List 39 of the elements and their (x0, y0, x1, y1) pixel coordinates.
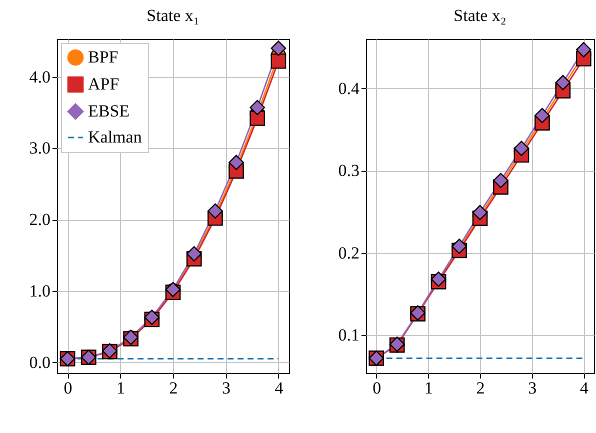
chart-title: State x₂ (454, 6, 506, 25)
x-tick-label: 0 (64, 378, 72, 398)
x-tick-label: 3 (222, 378, 230, 398)
point (493, 172, 508, 188)
y-tick-label: 0.3 (338, 161, 360, 180)
y-tick-label: 1.0 (29, 281, 50, 300)
point (534, 108, 550, 124)
point (576, 42, 592, 58)
point (270, 53, 286, 69)
point (208, 203, 223, 219)
y-tick-label: 3.0 (29, 138, 50, 158)
legend-label: APF (88, 74, 120, 94)
legend-label: Kalman (88, 128, 142, 146)
point (250, 110, 266, 126)
y-tick-label: 0.0 (29, 352, 50, 372)
point (186, 246, 202, 262)
x-tick-label: 2 (169, 378, 178, 398)
point (250, 100, 266, 116)
x-tick-label: 4 (274, 378, 284, 398)
point (472, 204, 488, 220)
chart-title: State x₁ (146, 6, 200, 25)
x-tick-label: 1 (424, 378, 433, 398)
x-tick-label: 0 (372, 378, 382, 398)
point (270, 40, 286, 56)
point (228, 154, 244, 170)
y-tick-label: 4.0 (29, 67, 50, 86)
x-tick-label: 4 (580, 378, 589, 398)
point (452, 238, 467, 254)
x-tick-label: 1 (116, 378, 126, 398)
y-tick-label: 2.0 (29, 210, 50, 230)
y-tick-label: 0.4 (338, 78, 360, 98)
legend-label: BPF (88, 48, 118, 66)
y-tick-label: 0.2 (338, 243, 360, 262)
point (514, 140, 530, 156)
x-tick-label: 3 (528, 378, 537, 398)
legend-label: EBSE (88, 102, 130, 120)
point (555, 74, 571, 90)
y-tick-label: 0.1 (338, 326, 360, 345)
x-tick-label: 2 (476, 378, 485, 398)
